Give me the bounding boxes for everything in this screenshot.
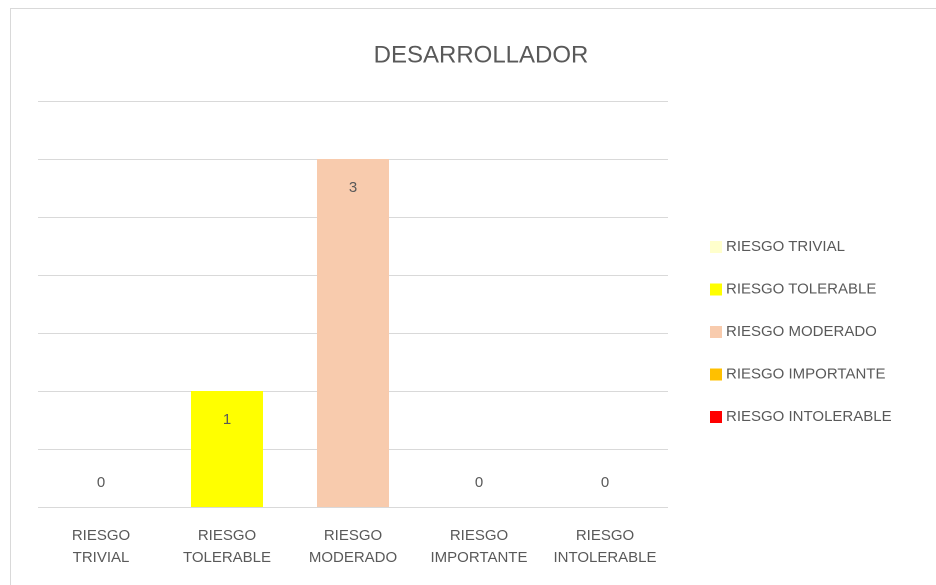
legend-swatch [710,411,722,423]
legend-swatch [710,368,722,381]
legend-swatch [710,241,722,253]
data-label: 1 [223,411,231,428]
data-label: 0 [601,474,609,491]
chart-title: DESARROLLADOR [374,41,589,68]
data-label: 0 [475,474,483,491]
data-label: 3 [349,179,357,196]
legend-swatch [710,326,722,338]
legend-label: RIESGO IMPORTANTE [726,365,885,382]
x-tick-label: RIESGO INTOLERABLE [553,527,656,566]
legend-swatch [710,283,722,296]
legend-label: RIESGO INTOLERABLE [726,408,892,425]
chart-border [10,8,936,585]
x-tick-label: RIESGO TRIVIAL [72,527,130,566]
bar [191,391,263,507]
x-tick-label: RIESGO MODERADO [309,527,397,566]
x-tick-label: RIESGO TOLERABLE [183,527,271,566]
bar [317,159,389,507]
x-tick-label: RIESGO IMPORTANTE [431,527,528,566]
data-label: 0 [97,474,105,491]
legend-label: RIESGO MODERADO [726,323,877,340]
legend-label: RIESGO TRIVIAL [726,238,845,255]
legend-label: RIESGO TOLERABLE [726,280,876,297]
